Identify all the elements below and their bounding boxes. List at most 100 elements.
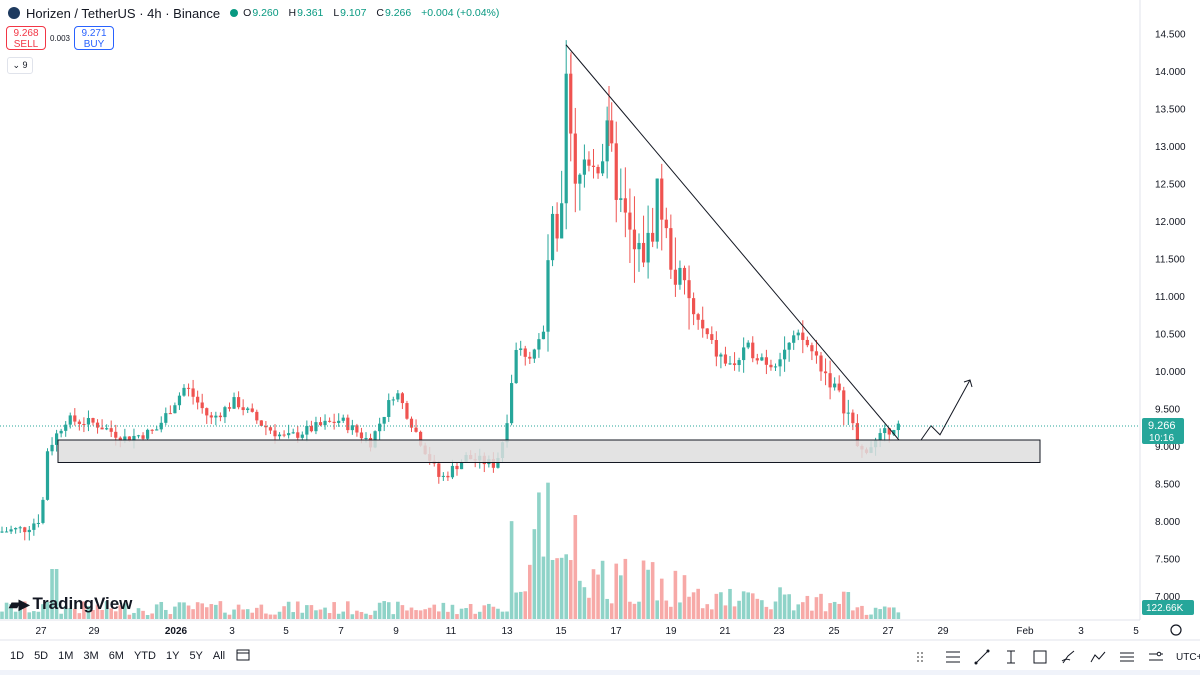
axis-settings-icon <box>1170 624 1182 636</box>
volume-bar <box>860 605 864 619</box>
candle-body <box>664 219 668 229</box>
candle-body <box>523 348 527 357</box>
volume-bar <box>837 603 841 619</box>
fib-tool-icon[interactable] <box>944 648 962 666</box>
volume-bar <box>4 602 9 619</box>
volume-bar <box>350 614 355 619</box>
volume-bar <box>400 605 405 619</box>
candle-body <box>237 397 241 408</box>
candle-body <box>742 347 746 361</box>
timeframe-toolbar: 1D 5D 1M 3M 6M YTD 1Y 5Y All <box>0 645 251 667</box>
volume-bar <box>45 602 50 619</box>
support-zone <box>57 439 1041 463</box>
candle-body <box>573 133 577 184</box>
volume-bar <box>200 603 204 619</box>
candle-body <box>514 349 518 384</box>
volume-bar <box>377 602 382 619</box>
volume-bar <box>318 609 323 619</box>
candle-body <box>59 430 63 434</box>
pattern-tool-icon[interactable] <box>1089 648 1107 666</box>
candle-body <box>82 424 86 426</box>
volume-bar <box>437 611 441 619</box>
timeframe-5y[interactable]: 5Y <box>189 650 203 662</box>
candle-body <box>837 383 841 391</box>
candle-body <box>792 335 796 343</box>
volume-bar <box>468 603 473 619</box>
y-tick-label: 7.500 <box>1155 555 1180 566</box>
candle-body <box>23 527 27 533</box>
volume-bar <box>878 609 882 619</box>
tradingview-logo: ▰▶ TradingView <box>9 594 133 613</box>
candle-body <box>114 431 118 438</box>
volume-bar <box>628 601 632 619</box>
text-tool-icon[interactable] <box>1002 648 1020 666</box>
volume-bar <box>68 608 73 619</box>
timeframe-1d[interactable]: 1D <box>10 650 25 662</box>
trend-line-icon[interactable] <box>973 648 991 666</box>
volume-bar <box>386 602 391 619</box>
candle-body <box>164 413 168 423</box>
x-tick-label: 27 <box>882 626 894 637</box>
volume-bar <box>573 515 578 619</box>
rectangle-tool-icon[interactable] <box>1031 648 1049 666</box>
drag-handle-icon[interactable] <box>915 648 933 666</box>
buy-button[interactable]: 9.271 BUY <box>74 26 114 50</box>
candle-body <box>337 420 341 423</box>
volume-bar <box>291 612 295 619</box>
volume-bar <box>682 575 687 619</box>
candle-body <box>673 269 677 285</box>
volume-bar <box>432 604 437 619</box>
candle-body <box>459 461 464 470</box>
price-chart[interactable]: 14.500 14.000 13.500 13.000 12.500 12.000 11.5… <box>0 0 1200 645</box>
candle-body <box>814 351 819 356</box>
candle-body <box>246 408 250 411</box>
timezone-label[interactable]: UTC+6 <box>1176 651 1200 663</box>
candle-body <box>341 417 345 421</box>
timeframe-5d[interactable]: 5D <box>34 650 49 662</box>
candle-body <box>842 390 846 414</box>
timeframe-6m[interactable]: 6M <box>108 650 124 662</box>
y-tick-label: 12.000 <box>1155 217 1186 228</box>
candle-body <box>305 425 309 435</box>
volume-bar <box>95 604 100 619</box>
timeframe-1m[interactable]: 1M <box>58 650 74 662</box>
candle-body <box>218 415 222 418</box>
candle-body <box>177 395 182 406</box>
candle-body <box>550 213 555 261</box>
indicators-collapse-button[interactable]: ⌄ 9 <box>7 57 33 74</box>
candle-body <box>277 434 282 437</box>
timeframe-ytd[interactable]: YTD <box>133 650 156 662</box>
volume-bar <box>864 614 869 619</box>
settings-lines-icon[interactable] <box>1147 648 1165 666</box>
symbol-title[interactable]: Horizen / TetherUS · 4h · Binance <box>26 5 221 21</box>
y-tick-label: 11.500 <box>1155 255 1185 266</box>
candle-body <box>623 198 627 213</box>
timeframe-3m[interactable]: 3M <box>83 650 99 662</box>
volume-bar <box>450 604 455 619</box>
volume-bar <box>637 601 641 619</box>
volume-bar <box>195 602 200 619</box>
date-range-icon[interactable] <box>235 648 251 665</box>
candle-body <box>655 178 659 242</box>
timeframe-all[interactable]: All <box>212 650 226 662</box>
volume-bar <box>0 611 4 619</box>
candle-body <box>155 429 159 431</box>
volume-bar <box>123 603 127 619</box>
volume-bar <box>305 605 309 619</box>
drawing-tools: UTC+6 <box>915 648 1200 666</box>
volume-bar <box>332 602 336 619</box>
candle-body <box>641 242 646 263</box>
sell-button[interactable]: 9.268 SELL <box>6 26 46 50</box>
volume-bar <box>496 608 500 619</box>
candle-body <box>36 522 40 524</box>
timeframe-1y[interactable]: 1Y <box>165 650 180 662</box>
volume-bar <box>109 608 113 619</box>
candle-body <box>214 415 218 418</box>
volume-bar <box>41 604 45 619</box>
volume-bar <box>186 605 191 619</box>
brush-tool-icon[interactable] <box>1060 648 1078 666</box>
candle-body <box>250 408 254 412</box>
candle-body <box>801 332 805 340</box>
measure-tool-icon[interactable] <box>1118 648 1136 666</box>
volume-bar <box>541 556 546 619</box>
